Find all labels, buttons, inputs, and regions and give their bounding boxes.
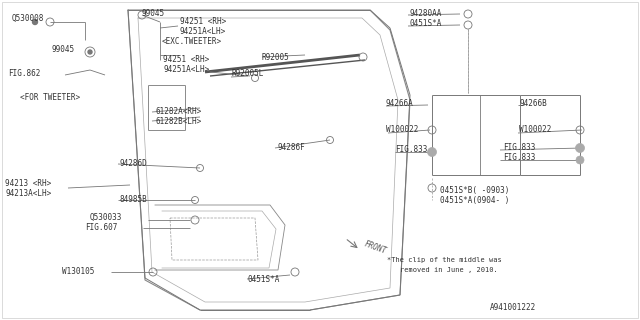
Text: 99045: 99045 xyxy=(142,10,165,19)
Text: FIG.833: FIG.833 xyxy=(503,143,536,153)
Text: R92005: R92005 xyxy=(262,52,290,61)
Circle shape xyxy=(575,143,584,153)
Text: FIG.833: FIG.833 xyxy=(503,154,536,163)
Text: 0451S*A(0904- ): 0451S*A(0904- ) xyxy=(440,196,509,204)
Text: <EXC.TWEETER>: <EXC.TWEETER> xyxy=(162,36,222,45)
Text: 94251 <RH>: 94251 <RH> xyxy=(180,18,227,27)
Text: 94266B: 94266B xyxy=(519,99,547,108)
Circle shape xyxy=(428,148,436,156)
Text: <FOR TWEETER>: <FOR TWEETER> xyxy=(20,93,80,102)
Text: FIG.607: FIG.607 xyxy=(85,223,117,233)
Text: 61282B<LH>: 61282B<LH> xyxy=(155,116,201,125)
Text: 84985B: 84985B xyxy=(120,196,148,204)
Text: FRONT: FRONT xyxy=(363,240,388,256)
Text: 94286D: 94286D xyxy=(120,159,148,169)
Text: 94280AA: 94280AA xyxy=(410,9,442,18)
Text: 99045: 99045 xyxy=(52,45,75,54)
Text: removed in June , 2010.: removed in June , 2010. xyxy=(400,267,498,273)
Text: W100022: W100022 xyxy=(519,125,552,134)
Text: 0451S*B( -0903): 0451S*B( -0903) xyxy=(440,186,509,195)
Text: 94251A<LH>: 94251A<LH> xyxy=(163,65,209,74)
Text: 94266A: 94266A xyxy=(386,99,413,108)
Text: W130105: W130105 xyxy=(62,268,94,276)
Text: Q530033: Q530033 xyxy=(90,212,122,221)
Text: 94286F: 94286F xyxy=(278,143,306,153)
Text: FIG.862: FIG.862 xyxy=(8,68,40,77)
Text: 94251A<LH>: 94251A<LH> xyxy=(180,27,227,36)
Text: 94251 <RH>: 94251 <RH> xyxy=(163,55,209,65)
Text: A941001222: A941001222 xyxy=(490,302,536,311)
Text: R92005L: R92005L xyxy=(232,68,264,77)
Text: 61282A<RH>: 61282A<RH> xyxy=(155,108,201,116)
Circle shape xyxy=(33,20,38,25)
Text: 0451S*A: 0451S*A xyxy=(248,275,280,284)
Text: *The clip of the middle was: *The clip of the middle was xyxy=(387,257,502,263)
Text: 0451S*A: 0451S*A xyxy=(410,20,442,28)
Circle shape xyxy=(88,50,92,54)
Text: W100022: W100022 xyxy=(386,125,419,134)
Text: Q530008: Q530008 xyxy=(12,13,44,22)
Circle shape xyxy=(576,156,584,164)
Text: FIG.833: FIG.833 xyxy=(395,146,428,155)
Text: 94213A<LH>: 94213A<LH> xyxy=(5,188,51,197)
Text: 94213 <RH>: 94213 <RH> xyxy=(5,180,51,188)
